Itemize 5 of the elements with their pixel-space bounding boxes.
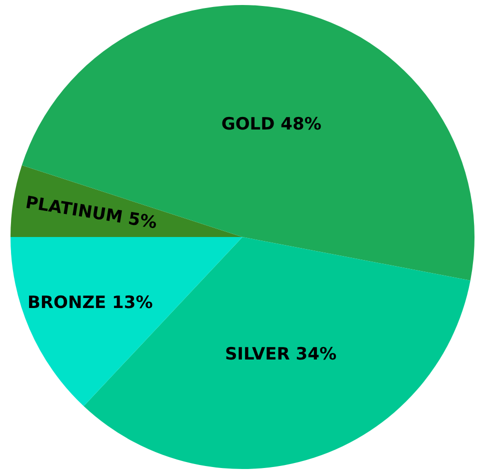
pie-slice xyxy=(22,5,474,280)
slice-label: SILVER 34% xyxy=(224,344,336,365)
slice-label: PLATINUM 5% xyxy=(24,192,158,234)
slice-label: BRONZE 13% xyxy=(27,292,153,313)
slice-label: GOLD 48% xyxy=(221,114,322,135)
